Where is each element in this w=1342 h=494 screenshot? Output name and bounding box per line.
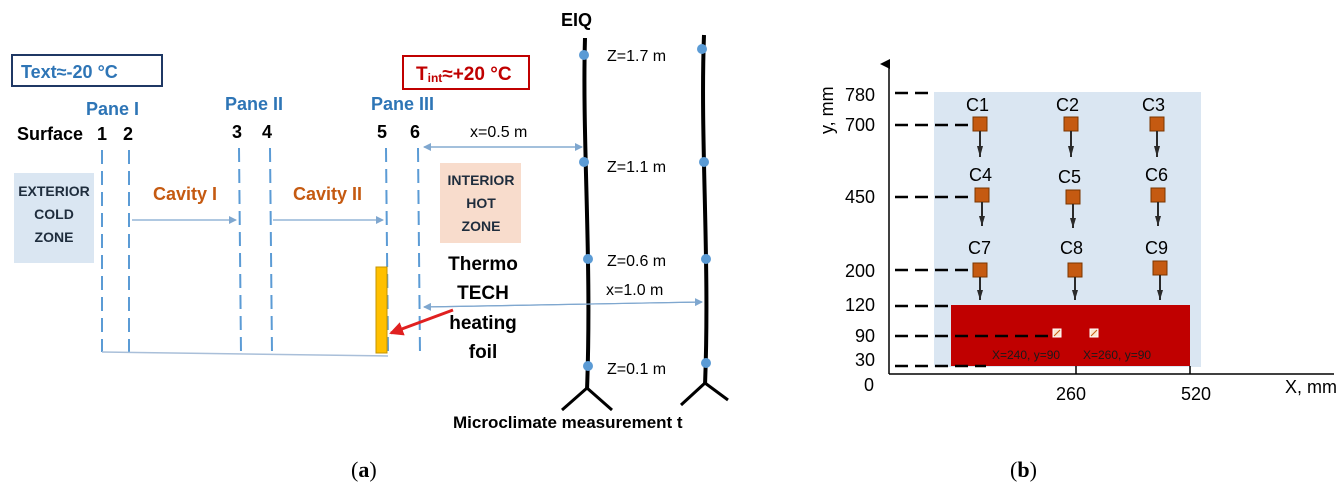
sensor-c4-label: C4: [969, 165, 992, 185]
y-tick-120: 120: [845, 295, 875, 315]
exterior-zone-box: [14, 173, 94, 263]
interior-zone-line-1: INTERIOR: [448, 172, 515, 188]
node-right-3: [701, 254, 711, 264]
node-left-3: [583, 254, 593, 264]
sensor-c2-label: C2: [1056, 95, 1079, 115]
surface-number-3: 3: [232, 122, 242, 142]
y-tick-0: 0: [864, 375, 874, 395]
y-tick-700: 700: [845, 115, 875, 135]
sensor-c9-icon: [1152, 260, 1168, 300]
node-right-1: [697, 44, 707, 54]
distance-label-1: x=0.5 m: [470, 124, 527, 141]
y-tick-90: 90: [855, 326, 875, 346]
sensor-c4-icon: [974, 187, 990, 226]
y-tick-200: 200: [845, 261, 875, 281]
sensor-c5-label: C5: [1058, 167, 1081, 187]
sensor-c1-icon: [972, 116, 988, 157]
y-tick-30: 30: [855, 350, 875, 370]
interior-zone-line-2: HOT: [466, 195, 496, 211]
sensor-c3-icon: [1149, 116, 1165, 157]
point-marker-2: [1089, 328, 1099, 338]
exterior-zone-line-1: EXTERIOR: [18, 183, 90, 199]
exterior-zone-line-3: ZONE: [35, 229, 74, 245]
point-marker-1: [1052, 328, 1062, 338]
heater-strip: [951, 305, 1190, 366]
heating-foil: [375, 266, 388, 354]
height-label-1: Z=1.7 m: [607, 48, 666, 65]
sensor-c8-icon: [1067, 262, 1083, 300]
panel-b: y, mm X, mm 780 700 450 200 120 90 30 0 …: [817, 59, 1337, 482]
surface-label: Surface: [17, 124, 83, 144]
x-tick-520: 520: [1181, 384, 1211, 404]
sensor-c6-icon: [1150, 187, 1166, 226]
glazing-base-line: [101, 351, 389, 357]
sensor-c6-label: C6: [1145, 165, 1168, 185]
sensor-c7-label: C7: [968, 238, 991, 258]
exterior-temperature-label: Text≈-20 °C: [21, 62, 118, 82]
foil-label-line-1: Thermo: [448, 254, 518, 275]
surface-line-3: [238, 147, 242, 355]
heating-foil-arrow: [389, 308, 454, 336]
sensor-c2-icon: [1063, 116, 1079, 157]
height-label-4: Z=0.1 m: [607, 361, 666, 378]
point-label-1: X=240, y=90: [992, 348, 1060, 362]
y-axis-label: y, mm: [817, 86, 837, 134]
surface-number-6: 6: [410, 122, 420, 142]
x-tick-260: 260: [1056, 384, 1086, 404]
measurement-caption: Microclimate measurement t: [453, 413, 683, 432]
surface-number-4: 4: [262, 122, 272, 142]
x-axis-label: X, mm: [1285, 377, 1337, 397]
height-label-3: Z=0.6 m: [607, 253, 666, 270]
surface-line-4: [269, 147, 273, 355]
surface-number-5: 5: [377, 122, 387, 142]
surface-number-2: 2: [123, 124, 133, 144]
interior-temperature-label: Tint≈+20 °C: [416, 64, 512, 85]
mast-right-stand: [679, 381, 729, 407]
sensor-c3-label: C3: [1142, 95, 1165, 115]
eiq-label: EIQ: [561, 10, 592, 30]
node-left-2: [579, 157, 589, 167]
exterior-zone-line-2: COLD: [34, 206, 74, 222]
sensor-c7-icon: [972, 262, 988, 300]
pane-3-label: Pane III: [371, 94, 434, 114]
y-tick-450: 450: [845, 187, 875, 207]
node-right-4: [701, 358, 711, 368]
sensor-c9-label: C9: [1145, 238, 1168, 258]
node-right-2: [699, 157, 709, 167]
panel-a: Text≈-20 °C Tint≈+20 °C Pane I Pane II P…: [11, 10, 729, 482]
sensor-c8-label: C8: [1060, 238, 1083, 258]
pane-1-label: Pane I: [86, 99, 139, 119]
sensor-c1-label: C1: [966, 95, 989, 115]
surface-number-1: 1: [97, 124, 107, 144]
foil-label-line-2: TECH: [457, 283, 509, 304]
mast-left-stand: [561, 386, 613, 412]
node-left-4: [583, 361, 593, 371]
node-left-1: [579, 50, 589, 60]
exterior-temperature-box: [11, 54, 163, 87]
foil-label-line-4: foil: [469, 342, 498, 363]
panel-b-label: (b): [1010, 457, 1037, 482]
y-tick-780: 780: [845, 85, 875, 105]
sensor-c5-icon: [1065, 189, 1081, 228]
surface-line-5: [385, 147, 389, 355]
interior-temperature-box: [402, 55, 530, 90]
cavity-1-label: Cavity I: [153, 184, 217, 204]
height-label-2: Z=1.1 m: [607, 159, 666, 176]
distance-arrow-2-back: [423, 298, 703, 308]
mast-left: [582, 37, 591, 391]
foil-label-line-3: heating: [449, 313, 517, 334]
distance-label-2: x=1.0 m: [606, 282, 663, 299]
interior-zone-line-3: ZONE: [462, 218, 501, 234]
point-label-2: X=260, y=90: [1083, 348, 1151, 362]
interior-zone-box: [440, 163, 521, 243]
mast-right: [701, 34, 709, 386]
surface-line-6: [417, 147, 421, 356]
panel-a-label: (a): [351, 457, 377, 482]
cavity-2-label: Cavity II: [293, 184, 362, 204]
pane-2-label: Pane II: [225, 94, 283, 114]
